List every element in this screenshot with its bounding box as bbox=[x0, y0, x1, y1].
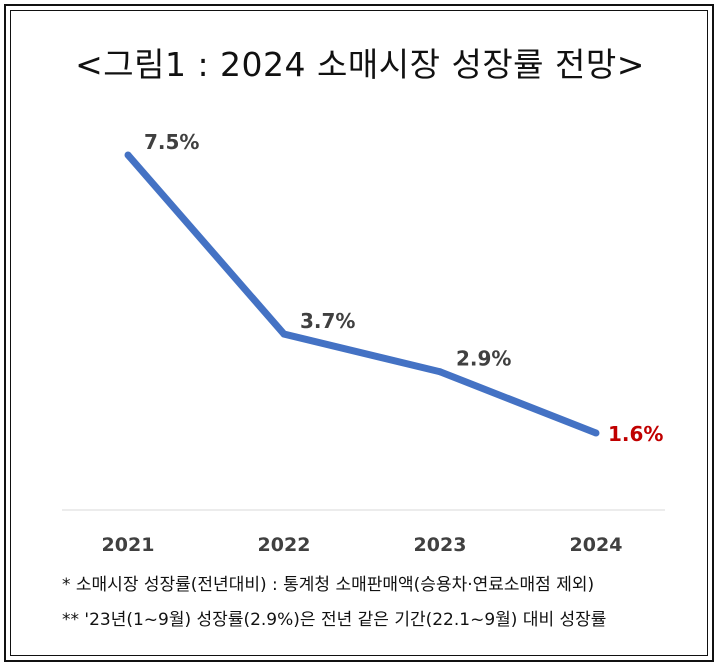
data-point-2022 bbox=[280, 330, 288, 338]
series-line bbox=[125, 152, 598, 437]
x-tick-label-2024: 2024 bbox=[570, 534, 623, 556]
x-tick-label-2021: 2021 bbox=[102, 534, 155, 556]
footnote-1: * 소매시장 성장률(전년대비) : 통계청 소매판매액(승용차·연료소매점 제… bbox=[62, 575, 595, 595]
data-label-2022: 3.7% bbox=[300, 309, 355, 333]
data-point-2024 bbox=[592, 429, 600, 437]
outer-frame bbox=[4, 4, 714, 662]
footnote-2: ** '23년(1~9월) 성장률(2.9%)은 전년 같은 기간(22.1~9… bbox=[62, 610, 607, 630]
x-tick-label-2023: 2023 bbox=[414, 534, 467, 556]
data-label-2023: 2.9% bbox=[456, 347, 511, 371]
inner-frame bbox=[10, 10, 708, 656]
data-label-2021: 7.5% bbox=[144, 130, 199, 154]
data-label-2024: 1.6% bbox=[608, 422, 663, 446]
data-point-2023 bbox=[436, 368, 444, 376]
data-point-2021 bbox=[124, 151, 132, 159]
x-tick-label-2022: 2022 bbox=[258, 534, 311, 556]
chart-title: <그림1 : 2024 소매시장 성장률 전망> bbox=[75, 45, 645, 84]
